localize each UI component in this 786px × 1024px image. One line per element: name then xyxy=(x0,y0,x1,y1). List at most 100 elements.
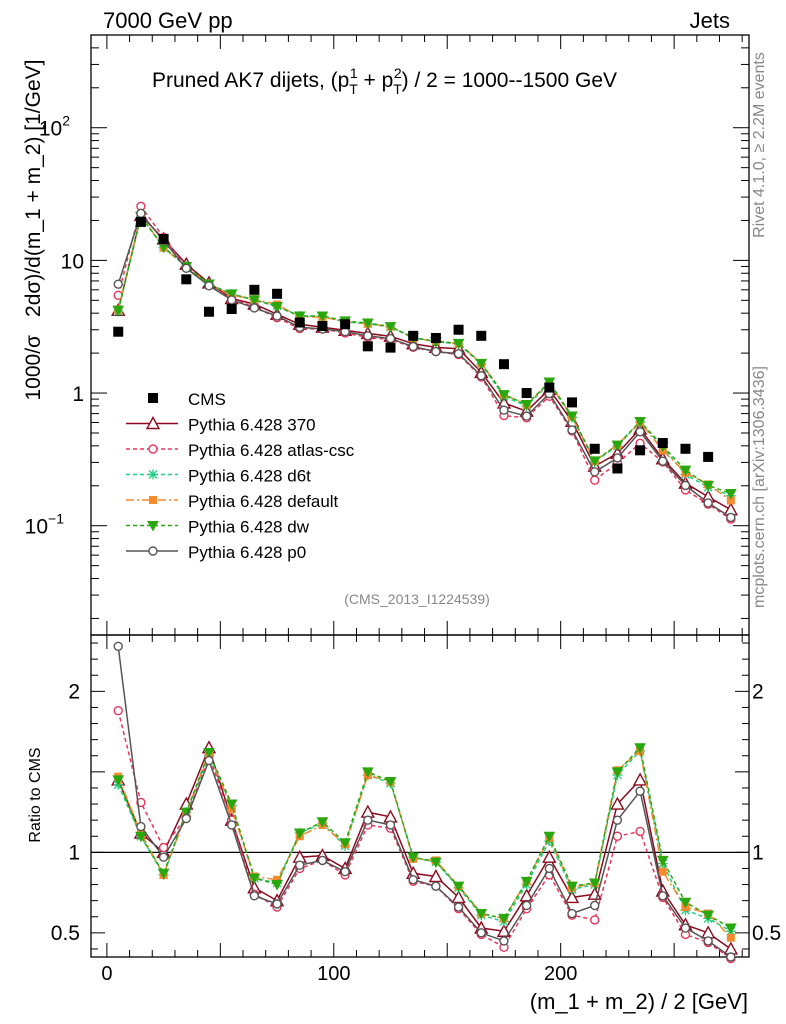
data-point-cms xyxy=(498,359,509,370)
x-tick-label: 200 xyxy=(544,963,577,985)
series-point-ratio xyxy=(273,875,282,884)
series-point-ratio xyxy=(680,923,691,933)
legend-marker xyxy=(147,521,159,532)
series-point-ratio xyxy=(113,641,123,651)
series-point-ratio xyxy=(498,913,510,925)
data-point-cms xyxy=(294,317,305,328)
series-point-ratio xyxy=(158,842,169,853)
data-point-cms xyxy=(703,451,714,462)
series-point-ratio xyxy=(360,804,375,818)
legend-marker xyxy=(149,496,157,504)
series-point-main xyxy=(702,480,715,492)
data-point-cms xyxy=(362,341,373,352)
legend-label: Pythia 6.428 370 xyxy=(188,416,316,435)
ratio-y-tick-label-right: 2 xyxy=(752,680,764,703)
data-point-cms xyxy=(385,342,396,353)
plot-title-prefix: Pruned AK7 dijets, (p xyxy=(152,69,349,92)
series-point-ratio xyxy=(564,889,580,904)
legend-label-cms: CMS xyxy=(188,390,226,409)
legend-label: Pythia 6.428 dw xyxy=(188,518,310,537)
ratio-ylabel: Ratio to CMS xyxy=(27,747,44,842)
series-point-main xyxy=(590,467,600,477)
series-point-main xyxy=(703,498,713,508)
series-point-ratio xyxy=(679,897,692,909)
series-point-main xyxy=(498,390,510,401)
series-point-main xyxy=(293,311,306,323)
series-point-ratio xyxy=(612,815,623,825)
series-point-ratio xyxy=(339,838,351,849)
plot-title: Pruned AK7 dijets, (pT1 + pT2) / 2 = 100… xyxy=(152,65,617,97)
series-point-main xyxy=(272,311,282,321)
data-point-cms xyxy=(430,332,441,343)
series-point-ratio xyxy=(566,881,578,893)
series-point-ratio xyxy=(476,928,486,938)
header-energy-label: 7000 GeV pp xyxy=(103,8,233,33)
series-point-main xyxy=(612,453,623,463)
series-point-main xyxy=(225,289,238,300)
series-point-ratio xyxy=(135,831,147,843)
legend-marker-cms xyxy=(148,393,158,403)
legend-marker-stroke xyxy=(148,470,158,479)
data-point-cms xyxy=(635,445,646,456)
series-point-ratio xyxy=(136,797,146,808)
series-point-main xyxy=(249,303,260,313)
series-point-main xyxy=(363,331,373,341)
series-point-ratio xyxy=(272,899,282,909)
rivet-version-label: Rivet 4.1.0, ≥ 2.2M events xyxy=(751,52,768,238)
data-point-cms xyxy=(453,324,464,335)
series-point-main xyxy=(113,279,123,289)
main-ylabel-norm: 1000/σ xyxy=(22,335,45,401)
series-point-main xyxy=(680,480,691,491)
data-point-cms xyxy=(135,216,146,227)
analysis-id-label: (CMS_2013_I1224539) xyxy=(344,591,490,607)
series-point-main xyxy=(384,322,397,333)
series-point-ratio xyxy=(452,881,465,893)
series-point-ratio xyxy=(724,923,737,935)
series-point-ratio xyxy=(316,817,329,828)
series-point-ratio xyxy=(588,878,601,889)
series-point-ratio xyxy=(271,880,283,891)
series-point-ratio xyxy=(610,796,625,810)
series-point-ratio xyxy=(407,852,420,864)
plot-title-sub2: T xyxy=(393,81,402,97)
series-point-main xyxy=(635,427,645,437)
series-point-ratio xyxy=(702,910,715,922)
series-point-main xyxy=(499,405,509,415)
series-point-main xyxy=(658,456,668,466)
legend-label: Pythia 6.428 atlas-csc xyxy=(188,441,355,460)
series-point-ratio xyxy=(408,875,418,885)
x-tick-label: 100 xyxy=(317,963,350,985)
series-point-ratio xyxy=(430,857,442,869)
series-point-ratio xyxy=(703,936,713,946)
series-point-ratio xyxy=(726,952,736,962)
series-point-ratio xyxy=(634,743,646,754)
data-point-cms xyxy=(476,330,487,341)
plot-title-suffix: ) / 2 = 1000--1500 GeV xyxy=(402,69,617,92)
series-point-main xyxy=(726,496,735,505)
series-line-ratio xyxy=(117,745,732,950)
ratio-y-tick-label-left: 1 xyxy=(68,841,80,864)
series-point-ratio xyxy=(520,876,533,888)
series-point-main xyxy=(475,358,488,370)
plot-title-sup2: 2 xyxy=(394,65,402,81)
legend-marker xyxy=(145,416,161,430)
series-point-main xyxy=(726,512,736,523)
data-point-cms xyxy=(181,274,192,285)
x-tick-label: 0 xyxy=(101,963,112,985)
data-point-cms xyxy=(521,388,532,399)
data-point-cms xyxy=(317,321,328,332)
series-line-main xyxy=(117,213,732,502)
ratio-y-tick-label-left: 0.5 xyxy=(51,922,80,945)
series-point-main xyxy=(567,425,577,435)
mcplots-reference-label: mcplots.cern.ch [arXiv:1306.3436] xyxy=(751,366,768,608)
series-line-main xyxy=(117,204,732,520)
series-point-main xyxy=(204,281,214,291)
data-point-cms xyxy=(113,326,124,337)
series-point-ratio xyxy=(361,767,374,778)
ratio-y-tick-label-right: 0.5 xyxy=(752,922,781,945)
legend: CMS Pythia 6.428 370 Pythia 6.428 atlas-cs… xyxy=(126,390,355,562)
series-point-ratio xyxy=(225,799,238,811)
data-point-cms xyxy=(272,288,283,299)
series-line-ratio xyxy=(117,749,732,932)
